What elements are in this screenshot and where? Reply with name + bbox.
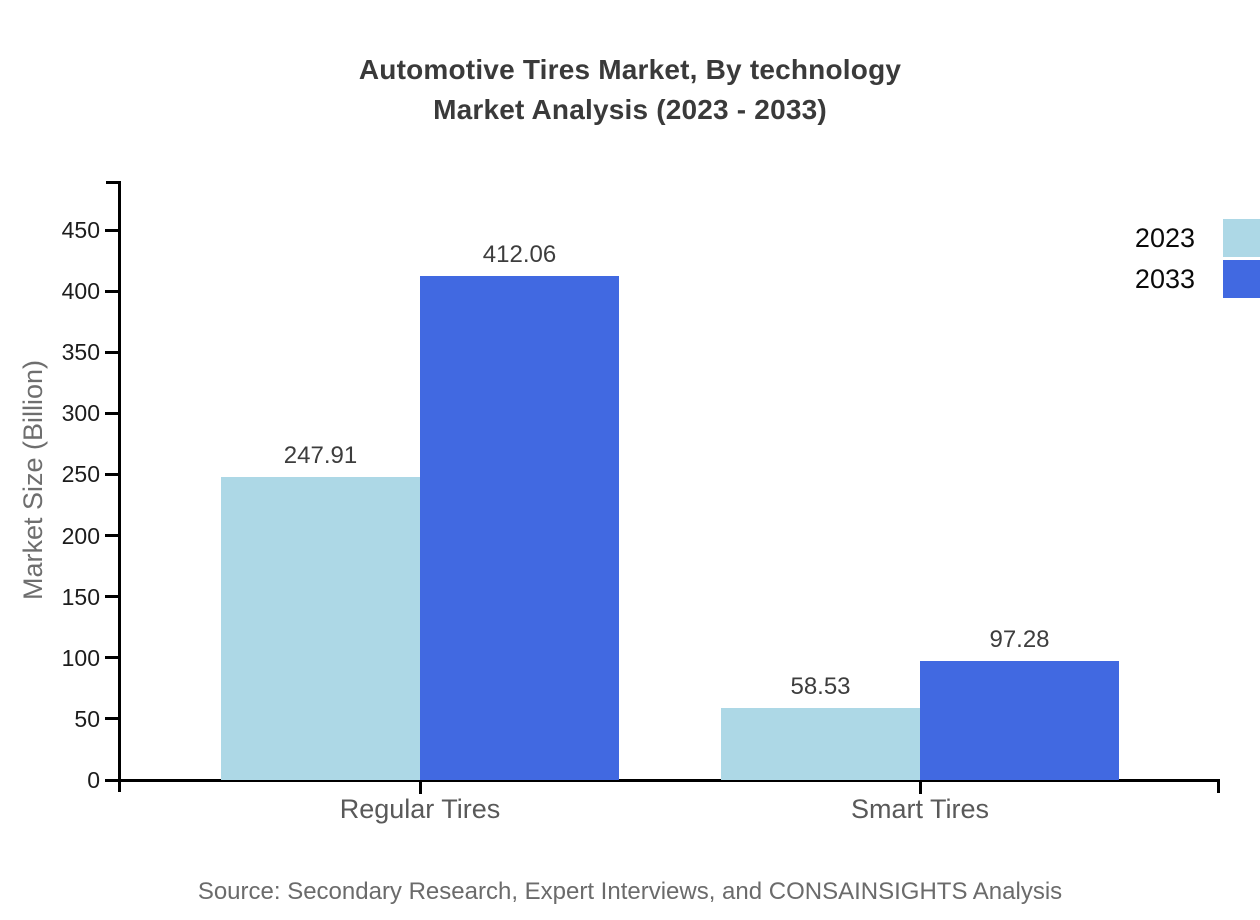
y-tick-mark-0: [105, 778, 120, 782]
y-tick-mark-400: [105, 289, 120, 293]
y-tick-mark-200: [105, 534, 120, 538]
x-axis-right-cap-tick: [1217, 779, 1220, 793]
chart-title-line-2: Market Analysis (2023 - 2033): [433, 94, 827, 125]
x-tick-mark-smart-tires: [918, 780, 922, 794]
chart-title-line-1: Automotive Tires Market, By technology: [358, 54, 902, 85]
x-category-label-regular-tires: Regular Tires: [339, 794, 501, 824]
y-tick-label-450: 450: [61, 217, 100, 243]
legend-swatch-2023: [1223, 219, 1260, 257]
bar-2023-regular-tires: [221, 476, 420, 780]
y-tick-mark-50: [105, 717, 120, 721]
x-tick-mark-regular-tires: [418, 780, 422, 794]
y-tick-label-50: 50: [74, 705, 100, 732]
y-tick-label-0: 0: [87, 767, 100, 793]
legend-swatch-2033: [1223, 260, 1260, 298]
y-tick-label-150: 150: [61, 583, 100, 610]
value-label-2033-smart-tires: 97.28: [989, 626, 1050, 654]
bar-2023-smart-tires: [721, 708, 920, 780]
legend-label-2033: 2033: [1134, 264, 1195, 294]
value-label-2033-regular-tires: 412.06: [482, 241, 557, 269]
bar-2033-regular-tires: [420, 276, 619, 780]
value-label-2023-regular-tires: 247.91: [283, 441, 358, 469]
legend-label-2023: 2023: [1134, 223, 1195, 253]
x-category-label-smart-tires: Smart Tires: [850, 794, 990, 824]
y-tick-mark-150: [105, 595, 120, 599]
y-tick-mark-250: [105, 472, 120, 476]
y-tick-label-100: 100: [61, 644, 100, 671]
x-axis-spine: [105, 779, 1220, 782]
y-tick-mark-350: [105, 350, 120, 354]
y-axis-spine: [118, 181, 121, 792]
y-tick-mark-450: [105, 228, 120, 232]
source-attribution: Source: Secondary Research, Expert Inter…: [197, 878, 1063, 905]
y-tick-label-400: 400: [61, 278, 100, 305]
y-tick-label-200: 200: [61, 522, 100, 549]
y-tick-label-250: 250: [61, 461, 100, 488]
y-tick-mark-300: [105, 411, 120, 415]
y-tick-label-350: 350: [61, 339, 100, 366]
bar-2033-smart-tires: [920, 661, 1119, 780]
y-tick-mark-100: [105, 656, 120, 660]
value-label-2023-smart-tires: 58.53: [790, 673, 851, 701]
y-axis-top-cap-tick: [106, 181, 121, 184]
y-tick-label-300: 300: [61, 400, 100, 427]
